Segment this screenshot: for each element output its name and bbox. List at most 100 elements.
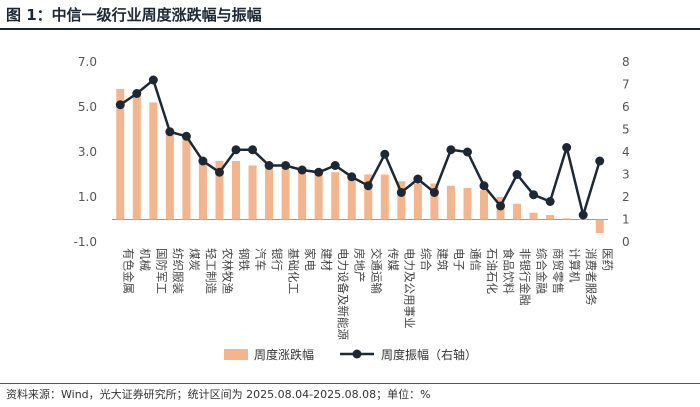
bar-weekly-change [116,89,125,220]
bar-weekly-change [364,174,373,220]
category-label: 传媒 [386,248,400,271]
category-label: 电力设备及新能源 [336,248,350,340]
point-weekly-amplitude [413,174,423,184]
category-label: 交通运输 [369,248,383,294]
chart-title: 图 1：中信一级行业周度涨跌幅与振幅 [6,6,262,24]
point-weekly-amplitude [248,145,258,155]
point-weekly-amplitude [181,131,191,141]
left-axis-tick-label: -1.0 [74,235,97,249]
bar-weekly-change [529,212,538,220]
point-weekly-amplitude [347,172,357,182]
bar-weekly-change [413,183,422,220]
title-divider [0,28,700,30]
point-weekly-amplitude [562,143,572,152]
legend: 周度涨跌幅 周度振幅（右轴） [224,347,477,362]
point-weekly-amplitude [380,149,390,159]
point-weekly-amplitude [529,190,539,200]
bar-weekly-change [149,102,158,220]
source-note: 资料来源：Wind，光大证券研究所；统计区间为 2025.08.04-2025.… [6,388,431,401]
bar-weekly-change [281,167,290,220]
series-line-amplitude [119,77,601,220]
point-weekly-amplitude [578,210,588,220]
bar-weekly-change [314,172,323,220]
category-label: 基础化工 [287,248,301,294]
bar-weekly-change [397,181,406,220]
point-weekly-amplitude [198,156,208,166]
bar-weekly-change [215,161,224,220]
right-axis-tick-label: 3 [622,168,630,182]
category-label: 医药 [601,248,615,271]
point-weekly-amplitude [214,167,224,177]
bar-weekly-change [562,218,571,220]
category-label: 有色金属 [121,248,135,294]
right-axis-tick-label: 2 [622,190,630,204]
point-weekly-amplitude [595,156,605,166]
point-weekly-amplitude [132,89,142,98]
right-axis-tick-label: 8 [622,55,630,69]
point-weekly-amplitude [148,75,158,85]
point-weekly-amplitude [330,161,340,170]
bar-weekly-change [446,185,455,220]
point-weekly-amplitude [264,161,274,170]
point-weekly-amplitude [281,161,291,170]
bar-weekly-change [430,183,439,220]
category-label: 房地产 [353,248,367,283]
point-weekly-amplitude [545,197,555,206]
category-label: 商贸零售 [551,248,565,294]
category-label: 汽车 [254,248,268,271]
category-label: 纺织服装 [171,248,185,294]
bar-weekly-change [331,172,340,220]
chart: 7.0 5.0 3.0 1.0 -1.0 8 7 6 5 4 3 2 1 0 有色金属 机械 国防军工 纺织服… [74,55,630,362]
point-weekly-amplitude [462,147,472,157]
point-weekly-amplitude [297,165,307,175]
bar-weekly-change [182,138,191,220]
category-label: 家电 [303,248,317,271]
footer-divider [0,383,700,384]
point-weekly-amplitude [363,181,373,191]
point-weekly-amplitude [479,181,489,191]
left-axis-tick-label: 1.0 [78,190,97,204]
point-weekly-amplitude [231,145,241,155]
legend-swatch-marker [352,349,362,359]
point-weekly-amplitude [446,145,456,155]
category-label: 国防军工 [154,248,168,294]
bar-weekly-change [463,188,472,220]
point-weekly-amplitude [429,188,439,197]
category-label: 计算机 [568,248,582,283]
point-weekly-amplitude [396,188,406,197]
category-label: 机械 [138,248,152,271]
category-label: 煤炭 [187,248,201,271]
left-axis-tick-label: 5.0 [78,100,97,114]
category-label: 电子 [452,248,466,271]
right-axis-tick-label: 0 [622,235,630,249]
bar-weekly-change [595,219,604,233]
point-weekly-amplitude [165,127,175,137]
category-label: 非银行金融 [518,248,532,306]
category-label: 电力及公用事业 [402,248,416,329]
bar-weekly-change [298,170,307,220]
category-label: 钢铁 [237,248,251,271]
right-axis-tick-label: 7 [622,78,630,92]
bar-weekly-change [198,158,207,220]
category-label: 通信 [468,248,482,271]
category-label: 食品饮料 [502,248,516,294]
left-axis-tick-label: 7.0 [78,55,97,69]
right-axis-tick-label: 5 [622,123,630,137]
point-weekly-amplitude [512,170,522,179]
bar-weekly-change [380,174,389,220]
point-weekly-amplitude [115,100,125,110]
legend-label-line: 周度振幅（右轴） [381,347,477,362]
bar-weekly-change [480,190,488,220]
bar-weekly-change [347,174,356,220]
category-label: 轻工制造 [204,248,218,294]
category-label: 银行 [270,248,284,271]
category-label: 石油石化 [485,248,499,294]
right-axis-tick-label: 4 [622,145,630,159]
bar-weekly-change [546,215,555,220]
point-weekly-amplitude [314,167,324,177]
category-label: 综合金融 [535,248,549,294]
point-weekly-amplitude [496,201,506,211]
category-label: 建筑 [435,248,449,271]
category-label: 消费者服务 [584,248,598,306]
right-axis-tick-label: 6 [622,100,630,114]
